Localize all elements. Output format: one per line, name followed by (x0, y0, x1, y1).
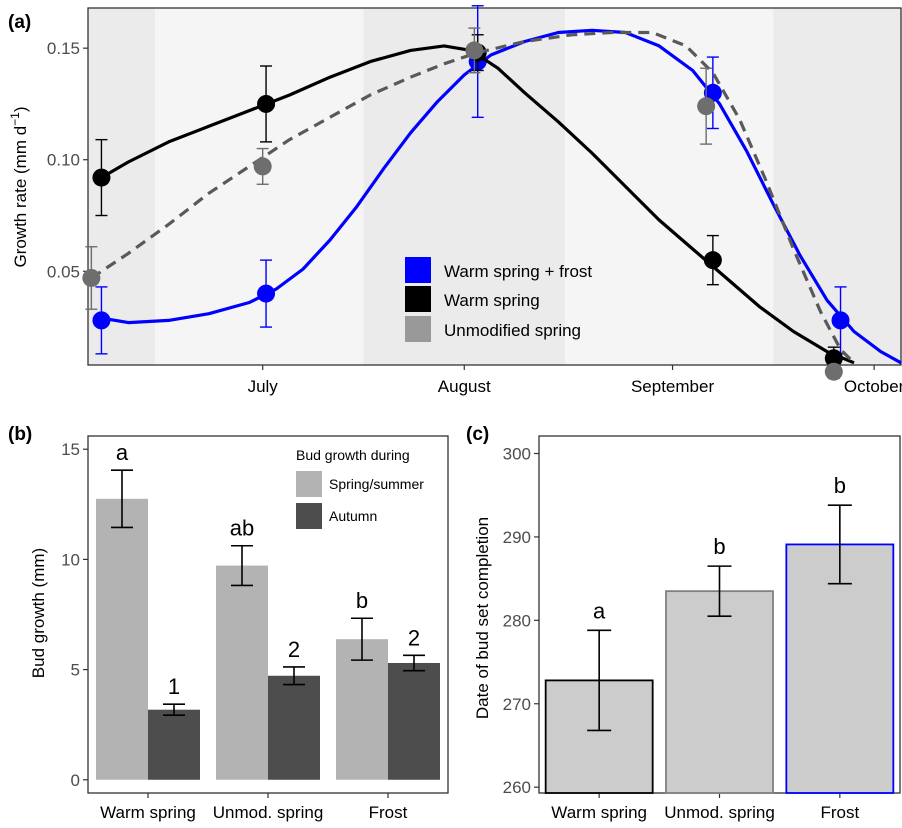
panel-a-y-tick-label: 0.05 (47, 262, 80, 281)
panel-c-y-axis-title: Date of bud set completion (473, 517, 492, 719)
significance-letter: 2 (288, 637, 300, 662)
bar-autumn (268, 675, 320, 780)
panel-c-x-tick-label: Unmod. spring (664, 803, 775, 822)
data-point (257, 94, 276, 113)
data-point (82, 268, 101, 287)
panel-b: (b) Bud growth (mm) 0 5 10 15 Warm spring Unm… (8, 424, 449, 822)
bar-spring-summer (96, 498, 148, 780)
legend-label-warm: Warm spring (444, 291, 540, 310)
bar-bud-set (665, 590, 774, 794)
legend-label-spring-summer: Spring/summer (329, 476, 424, 492)
data-point (465, 41, 484, 60)
panel-c-y-tick-label: 260 (503, 778, 531, 797)
data-point (253, 157, 272, 176)
legend-swatch-spring-summer (296, 471, 322, 497)
panel-a-y-tick-labels: 0.05 0.10 0.15 (47, 39, 80, 281)
significance-letter: 1 (168, 674, 180, 699)
bar-spring-summer (336, 639, 388, 780)
panel-a-background-bands (88, 8, 901, 365)
panel-c-y-tick-label: 290 (503, 528, 531, 547)
panel-b-y-tick-label: 0 (71, 771, 80, 790)
significance-letter: ab (230, 516, 254, 541)
panel-c-x-tick-label: Frost (820, 803, 859, 822)
significance-letter: a (116, 440, 129, 465)
panel-b-letter: (b) (8, 424, 32, 445)
panel-c-bars: a b b (544, 473, 895, 794)
legend-label-unmodified: Unmodified spring (444, 321, 581, 340)
panel-c-axis-ticks: 260 270 280 290 300 Warm spring Unmod. spring F… (503, 445, 860, 822)
panel-b-x-tick-label: Warm spring (100, 803, 196, 822)
significance-letter: a (593, 598, 606, 623)
panel-a-series (82, 5, 902, 381)
significance-letter: b (356, 588, 368, 613)
data-point (703, 83, 722, 102)
data-point (257, 284, 276, 303)
legend-label-autumn: Autumn (329, 508, 377, 524)
legend-swatch-autumn (296, 503, 322, 529)
panel-b-axis-ticks: 0 5 10 15 Warm spring Unmod. spring Frost (61, 440, 408, 822)
legend-swatch-warm-frost (405, 257, 431, 283)
panel-a-month-band (773, 8, 901, 365)
significance-letter: b (834, 473, 846, 498)
panel-b-y-tick-label: 15 (61, 440, 80, 459)
panel-b-legend-title: Bud growth during (296, 447, 410, 463)
panel-a: (a) Growth rate (mm d−1) 0.05 0.10 0.15 Ju… (8, 5, 902, 396)
significance-letter: b (713, 534, 725, 559)
panel-c-y-tick-label: 300 (503, 445, 531, 464)
panel-a-x-tick-label: October (844, 377, 902, 396)
bar-autumn (388, 662, 440, 780)
panel-a-legend: Warm spring + frost Warm spring Unmodifi… (405, 257, 592, 342)
bar-spring-summer (216, 565, 268, 780)
panel-c: (c) Date of bud set completion 260 270 280… (466, 424, 901, 822)
panel-a-plot-frame (87, 7, 902, 366)
legend-label-warm-frost: Warm spring + frost (444, 262, 592, 281)
bar-bud-set (544, 679, 654, 794)
series-curve (90, 30, 856, 364)
data-point (824, 362, 843, 381)
panel-a-month-band (363, 8, 566, 365)
significance-letter: 2 (408, 625, 420, 650)
panel-a-letter: (a) (8, 12, 31, 33)
panel-b-y-tick-label: 10 (61, 550, 80, 569)
panel-a-y-tick-label: 0.15 (47, 39, 80, 58)
panel-a-x-tick-label: July (248, 377, 279, 396)
panel-a-x-tick-label: September (631, 377, 714, 396)
panel-c-y-tick-label: 280 (503, 611, 531, 630)
panel-b-y-axis-title: Bud growth (mm) (29, 548, 48, 678)
panel-a-y-axis-title: Growth rate (mm d−1) (8, 106, 30, 267)
data-point (92, 168, 111, 187)
bar-bud-set (785, 543, 895, 794)
bar-autumn (148, 709, 200, 780)
data-point (824, 349, 843, 368)
panel-b-x-tick-label: Unmod. spring (213, 803, 324, 822)
legend-swatch-warm (405, 286, 431, 312)
series-unmodified (82, 27, 856, 381)
panel-a-month-band (155, 8, 364, 365)
panel-b-x-tick-label: Frost (369, 803, 408, 822)
panel-a-x-tick-label: August (438, 377, 491, 396)
panel-b-legend: Bud growth during Spring/summer Autumn (296, 447, 424, 529)
series-curve (100, 44, 855, 365)
legend-swatch-unmodified (405, 316, 431, 342)
panel-b-y-tick-label: 5 (71, 661, 80, 680)
series-warm (92, 34, 855, 371)
data-point (92, 311, 111, 330)
panel-a-x-tick-labels: July August September October (248, 377, 902, 396)
data-point (831, 311, 850, 330)
panel-b-bars: a 1 ab 2 b 2 (96, 440, 440, 780)
panel-a-month-band (565, 8, 774, 365)
panel-c-x-tick-label: Warm spring (551, 803, 647, 822)
panel-c-letter: (c) (466, 424, 489, 445)
data-point (697, 97, 716, 116)
panel-a-y-tick-label: 0.10 (47, 151, 80, 170)
data-point (703, 251, 722, 270)
panel-c-y-tick-label: 270 (503, 695, 531, 714)
panel-a-month-band (88, 8, 156, 365)
